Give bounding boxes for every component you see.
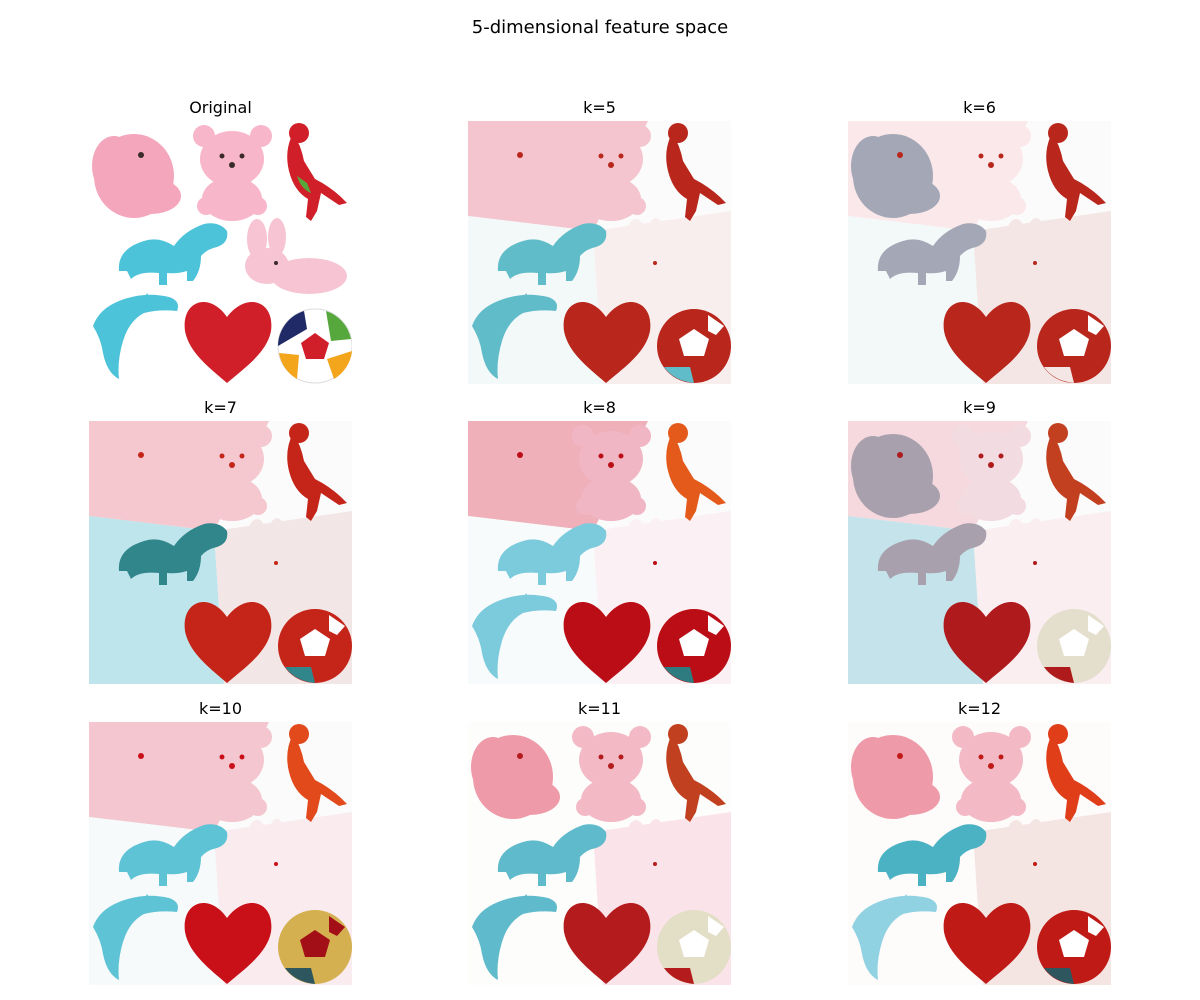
panel-image [89,722,352,985]
panel-image [468,421,731,684]
teddy-bear-toy [952,425,1031,521]
dinosaur-toy [497,824,607,886]
elephant-toy [851,735,940,819]
soccer-ball-toy [278,609,352,683]
dolphin-toy [472,593,557,679]
dolphin-toy [852,293,937,379]
soccer-ball-toy [1037,309,1111,383]
heart-toy [563,602,651,683]
dinosaur-toy [877,523,987,585]
dinosaur-toy [497,523,607,585]
panel-title: k=10 [198,699,243,718]
bunny-toy [624,518,726,594]
heart-toy [184,302,272,383]
teddy-bear-toy [193,726,272,822]
parrot-toy [287,423,347,521]
teddy-bear-toy [572,425,651,521]
heart-toy [943,302,1031,383]
bunny-toy [1004,819,1106,895]
teddy-bear-toy [572,125,651,221]
panel-title: Original [189,98,252,117]
panel-title: k=12 [957,699,1002,718]
panel-image [848,121,1111,384]
heart-toy [184,602,272,683]
elephant-toy [92,134,181,218]
teddy-bear-toy [952,726,1031,822]
panel-image [468,722,731,985]
dinosaur-toy [118,523,228,585]
panel-title: k=9 [963,398,996,417]
parrot-toy [666,423,726,521]
elephant-toy [92,735,181,819]
heart-toy [943,903,1031,984]
panel-image [848,421,1111,684]
soccer-ball-toy [1037,609,1111,683]
teddy-bear-toy [193,425,272,521]
soccer-ball-toy [657,910,731,984]
dolphin-toy [93,894,178,980]
soccer-ball-toy [277,308,352,384]
dolphin-toy [852,894,937,980]
parrot-toy [666,123,726,221]
dinosaur-toy [118,824,228,886]
dolphin-toy [93,593,178,679]
parrot-toy [287,724,347,822]
bunny-toy [245,518,347,594]
panel-title: k=11 [577,699,622,718]
bunny-toy [245,819,347,895]
parrot-toy [1046,724,1106,822]
soccer-ball-toy [278,910,352,984]
panel-title: k=5 [583,98,616,117]
parrot-toy [666,724,726,822]
dinosaur-toy [877,824,987,886]
dinosaur-toy [118,223,228,285]
figure-title: 5-dimensional feature space [471,17,729,38]
elephant-toy [471,434,560,518]
panel-title: k=8 [583,398,616,417]
heart-toy [184,903,272,984]
elephant-toy [471,134,560,218]
panel-title: k=6 [963,98,996,117]
bunny-toy [1004,518,1106,594]
dinosaur-toy [497,223,607,285]
parrot-toy [1046,423,1106,521]
dolphin-toy [852,593,937,679]
dinosaur-toy [877,223,987,285]
parrot-toy [1046,123,1106,221]
bunny-toy [1004,218,1106,294]
parrot-toy [287,123,347,221]
bunny-toy [624,218,726,294]
panel-image [89,421,352,684]
heart-toy [943,602,1031,683]
dolphin-toy [472,894,557,980]
teddy-bear-toy [572,726,651,822]
teddy-bear-toy [952,125,1031,221]
soccer-ball-toy [1037,910,1111,984]
bunny-toy [624,819,726,895]
heart-toy [563,302,651,383]
panel-image [468,121,731,384]
bunny-toy [245,218,347,294]
elephant-toy [471,735,560,819]
panel-title: k=7 [204,398,237,417]
dolphin-toy [93,293,178,379]
heart-toy [563,903,651,984]
panel-image [848,722,1111,985]
elephant-toy [92,434,181,518]
elephant-toy [851,134,940,218]
teddy-bear-toy [193,125,272,221]
elephant-toy [851,434,940,518]
soccer-ball-toy [657,309,731,383]
soccer-ball-toy [657,609,731,683]
panel-image [89,121,352,384]
dolphin-toy [472,293,557,379]
